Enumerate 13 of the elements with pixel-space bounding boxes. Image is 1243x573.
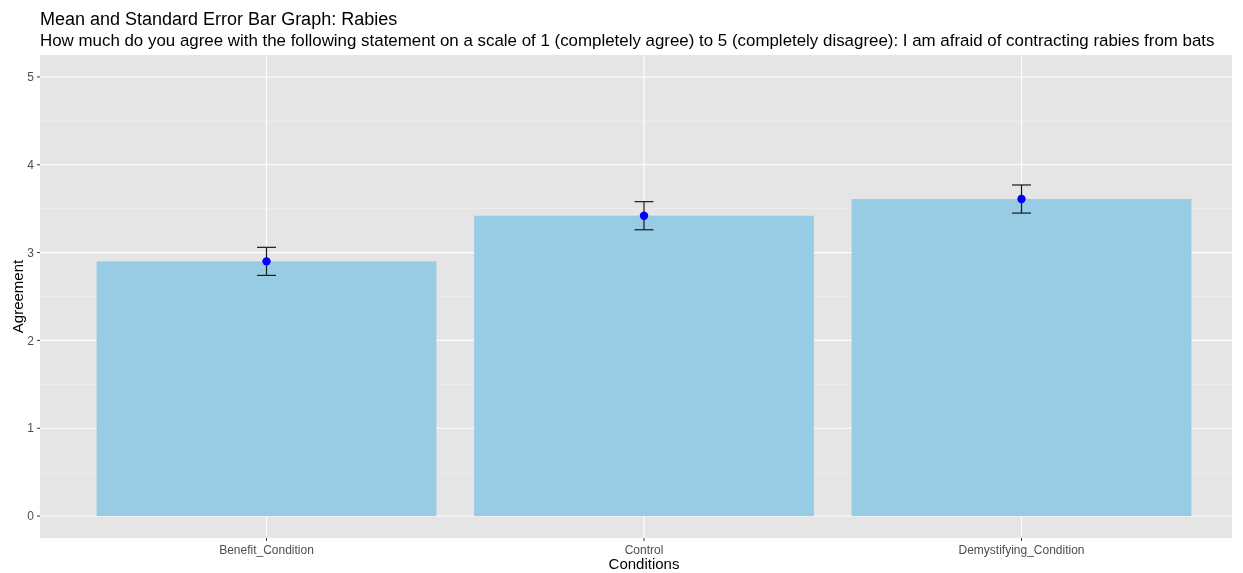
x-tick-label: Benefit_Condition — [219, 543, 314, 557]
x-tick-label: Control — [624, 543, 664, 557]
x-axis-title: Conditions — [608, 555, 680, 572]
y-tick-label: 3 — [27, 245, 35, 260]
x-tick-label: Demystifying_Condition — [958, 543, 1085, 557]
y-tick-label: 2 — [27, 333, 35, 348]
y-tick-label: 0 — [27, 509, 35, 524]
y-tick-label: 1 — [27, 421, 35, 436]
y-tick-label: 4 — [27, 157, 35, 172]
y-tick-label: 5 — [27, 70, 35, 85]
chart-title: Mean and Standard Error Bar Graph: Rabies — [40, 9, 398, 29]
chart-subtitle: How much do you agree with the following statement on a scale of 1 (completely agree) to 5 (completely disagree): I am afraid of contracting rabies from bats — [40, 31, 1215, 50]
y-axis-title: Agreement — [9, 258, 26, 334]
